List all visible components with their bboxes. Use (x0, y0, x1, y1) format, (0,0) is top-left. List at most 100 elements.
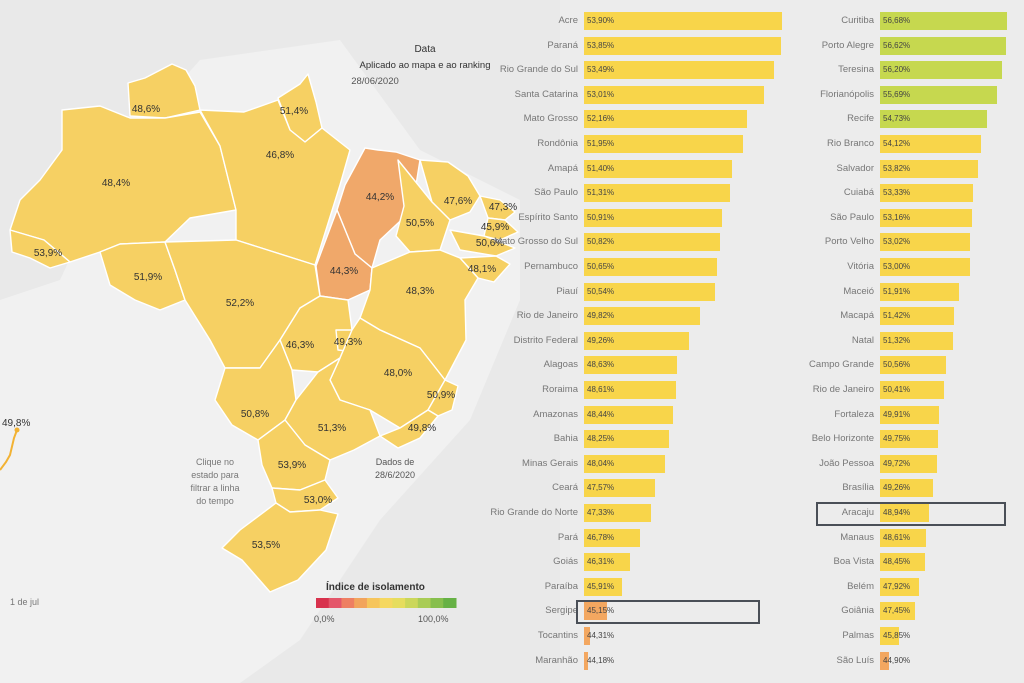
ranking-row[interactable]: Macapá 51,42% (840, 307, 1010, 326)
ranking-bar[interactable]: 51,32% (880, 331, 954, 350)
ranking-row[interactable]: Bahia 48,25% (554, 430, 784, 449)
ranking-bar[interactable]: 53,01% (584, 85, 765, 104)
ranking-bar[interactable]: 50,41% (880, 381, 945, 399)
ranking-bar[interactable]: 53,49% (584, 61, 774, 80)
ranking-row[interactable]: Natal 51,32% (852, 331, 1010, 350)
state-region[interactable] (329, 317, 446, 429)
ranking-row[interactable]: Rio Grande do Sul 53,49% (500, 61, 784, 80)
ranking-row[interactable]: Goiânia 47,45% (841, 602, 1010, 621)
ranking-row[interactable]: Minas Gerais 48,04% (522, 454, 784, 473)
ranking-bar[interactable]: 51,40% (584, 159, 732, 178)
state-region[interactable] (449, 229, 516, 257)
ranking-bar[interactable]: 51,95% (584, 135, 743, 153)
ranking-bar[interactable]: 48,61% (584, 381, 677, 399)
ranking-row[interactable]: Campo Grande 50,56% (809, 356, 1010, 375)
ranking-row[interactable]: Pará 46,78% (558, 528, 784, 547)
ranking-bar[interactable]: 47,92% (880, 577, 920, 596)
ranking-row[interactable]: Maceió 51,91% (843, 282, 1010, 301)
ranking-bar[interactable]: 48,61% (880, 528, 927, 547)
ranking-row[interactable]: São Paulo 51,31% (534, 184, 784, 203)
ranking-row[interactable]: Amapá 51,40% (548, 159, 784, 178)
ranking-bar[interactable]: 51,91% (880, 282, 960, 301)
ranking-row[interactable]: Aracaju 48,94% (842, 504, 1010, 522)
ranking-bar[interactable]: 53,16% (880, 208, 972, 227)
ranking-row[interactable]: São Luís 44,90% (837, 651, 1010, 670)
ranking-row[interactable]: Manaus 48,61% (840, 528, 1010, 547)
ranking-row[interactable]: Rio de Janeiro 50,41% (813, 381, 1010, 399)
ranking-bar[interactable]: 47,57% (584, 479, 656, 498)
state-region[interactable] (221, 502, 339, 593)
ranking-row[interactable]: Tocantins 44,31% (538, 627, 784, 645)
state-region[interactable] (479, 195, 516, 221)
ranking-row[interactable]: Acre 53,90% (558, 12, 784, 30)
ranking-row[interactable]: Distrito Federal 49,26% (514, 331, 784, 350)
ranking-bar[interactable]: 49,91% (880, 405, 940, 424)
ranking-row[interactable]: Florianópolis 55,69% (820, 85, 1010, 104)
ranking-row[interactable]: Alagoas 48,63% (544, 356, 784, 375)
ranking-row[interactable]: Mato Grosso 52,16% (524, 110, 784, 129)
ranking-row[interactable]: Palmas 45,85% (842, 627, 1010, 645)
ranking-bar[interactable]: 47,45% (880, 602, 915, 621)
ranking-row[interactable]: Paraíba 45,91% (545, 577, 784, 596)
ranking-bar[interactable]: 53,82% (880, 159, 979, 178)
ranking-bar[interactable]: 50,56% (880, 356, 946, 375)
ranking-bar[interactable]: 46,31% (584, 553, 631, 572)
ranking-bar[interactable]: 44,18% (584, 651, 614, 670)
ranking-bar[interactable]: 48,44% (584, 405, 673, 424)
ranking-bar[interactable]: 48,45% (880, 553, 925, 572)
ranking-bar[interactable]: 53,85% (584, 36, 781, 55)
ranking-bar[interactable]: 48,04% (584, 454, 665, 473)
ranking-bar[interactable]: 47,33% (584, 504, 651, 522)
ranking-bar[interactable]: 45,85% (880, 627, 910, 645)
ranking-row[interactable]: Fortaleza 49,91% (834, 405, 1010, 424)
ranking-row[interactable]: João Pessoa 49,72% (819, 454, 1010, 473)
ranking-bar[interactable]: 49,72% (880, 454, 938, 473)
ranking-row[interactable]: Teresina 56,20% (838, 61, 1010, 80)
ranking-row[interactable]: Amazonas 48,44% (533, 405, 784, 424)
state-region[interactable] (336, 147, 421, 269)
ranking-row[interactable]: Belém 47,92% (847, 577, 1010, 596)
state-region[interactable] (199, 99, 351, 266)
ranking-bar[interactable]: 50,91% (584, 208, 723, 227)
ranking-row[interactable]: Porto Alegre 56,62% (822, 36, 1010, 55)
ranking-bar[interactable]: 54,73% (880, 110, 988, 129)
ranking-bar[interactable]: 56,20% (880, 61, 1002, 80)
ranking-bar[interactable]: 49,26% (584, 331, 690, 350)
ranking-bar[interactable]: 45,91% (584, 577, 623, 596)
ranking-bar[interactable]: 56,62% (880, 36, 1007, 55)
ranking-row[interactable]: Rio de Janeiro 49,82% (517, 307, 784, 326)
ranking-row[interactable]: Piauí 50,54% (556, 282, 784, 301)
ranking-row[interactable]: Pernambuco 50,65% (524, 258, 784, 276)
ranking-row[interactable]: Espírito Santo 50,91% (518, 208, 784, 227)
ranking-bar[interactable]: 56,68% (880, 12, 1007, 30)
ranking-bar[interactable]: 50,82% (584, 233, 721, 252)
ranking-bar[interactable]: 44,90% (880, 651, 910, 670)
ranking-row[interactable]: Brasília 49,26% (842, 479, 1010, 498)
ranking-bar[interactable]: 48,63% (584, 356, 677, 375)
ranking-row[interactable]: Ceará 47,57% (552, 479, 784, 498)
ranking-row[interactable]: Maranhão 44,18% (535, 651, 784, 670)
ranking-bar[interactable]: 49,26% (880, 479, 933, 498)
ranking-row[interactable]: Rondônia 51,95% (537, 135, 784, 153)
ranking-row[interactable]: Sergipe 45,15% (545, 602, 784, 621)
ranking-bar[interactable]: 54,12% (880, 135, 982, 153)
ranking-row[interactable]: Santa Catarina 53,01% (515, 85, 784, 104)
state-region[interactable] (427, 379, 459, 417)
ranking-bar[interactable]: 48,94% (880, 504, 930, 522)
ranking-row[interactable]: Rio Branco 54,12% (827, 135, 1010, 153)
ranking-bar[interactable]: 52,16% (584, 110, 748, 129)
ranking-row[interactable]: Cuiabá 53,33% (844, 184, 1010, 203)
ranking-row[interactable]: Porto Velho 53,02% (825, 233, 1010, 252)
date-filter-value[interactable]: 28/06/2020 (351, 76, 399, 87)
ranking-bar[interactable]: 53,02% (880, 233, 971, 252)
ranking-row[interactable]: Recife 54,73% (847, 110, 1010, 129)
ranking-bar[interactable]: 44,31% (584, 627, 614, 645)
ranking-bar[interactable]: 51,42% (880, 307, 955, 326)
timeline-point[interactable] (14, 427, 20, 433)
ranking-row[interactable]: Belo Horizonte 49,75% (812, 430, 1010, 449)
ranking-bar[interactable]: 49,75% (880, 430, 938, 449)
ranking-bar[interactable]: 51,31% (584, 184, 731, 203)
ranking-row[interactable]: Boa Vista 48,45% (834, 553, 1010, 572)
state-region[interactable] (379, 409, 439, 449)
ranking-row[interactable]: Paraná 53,85% (547, 36, 784, 55)
